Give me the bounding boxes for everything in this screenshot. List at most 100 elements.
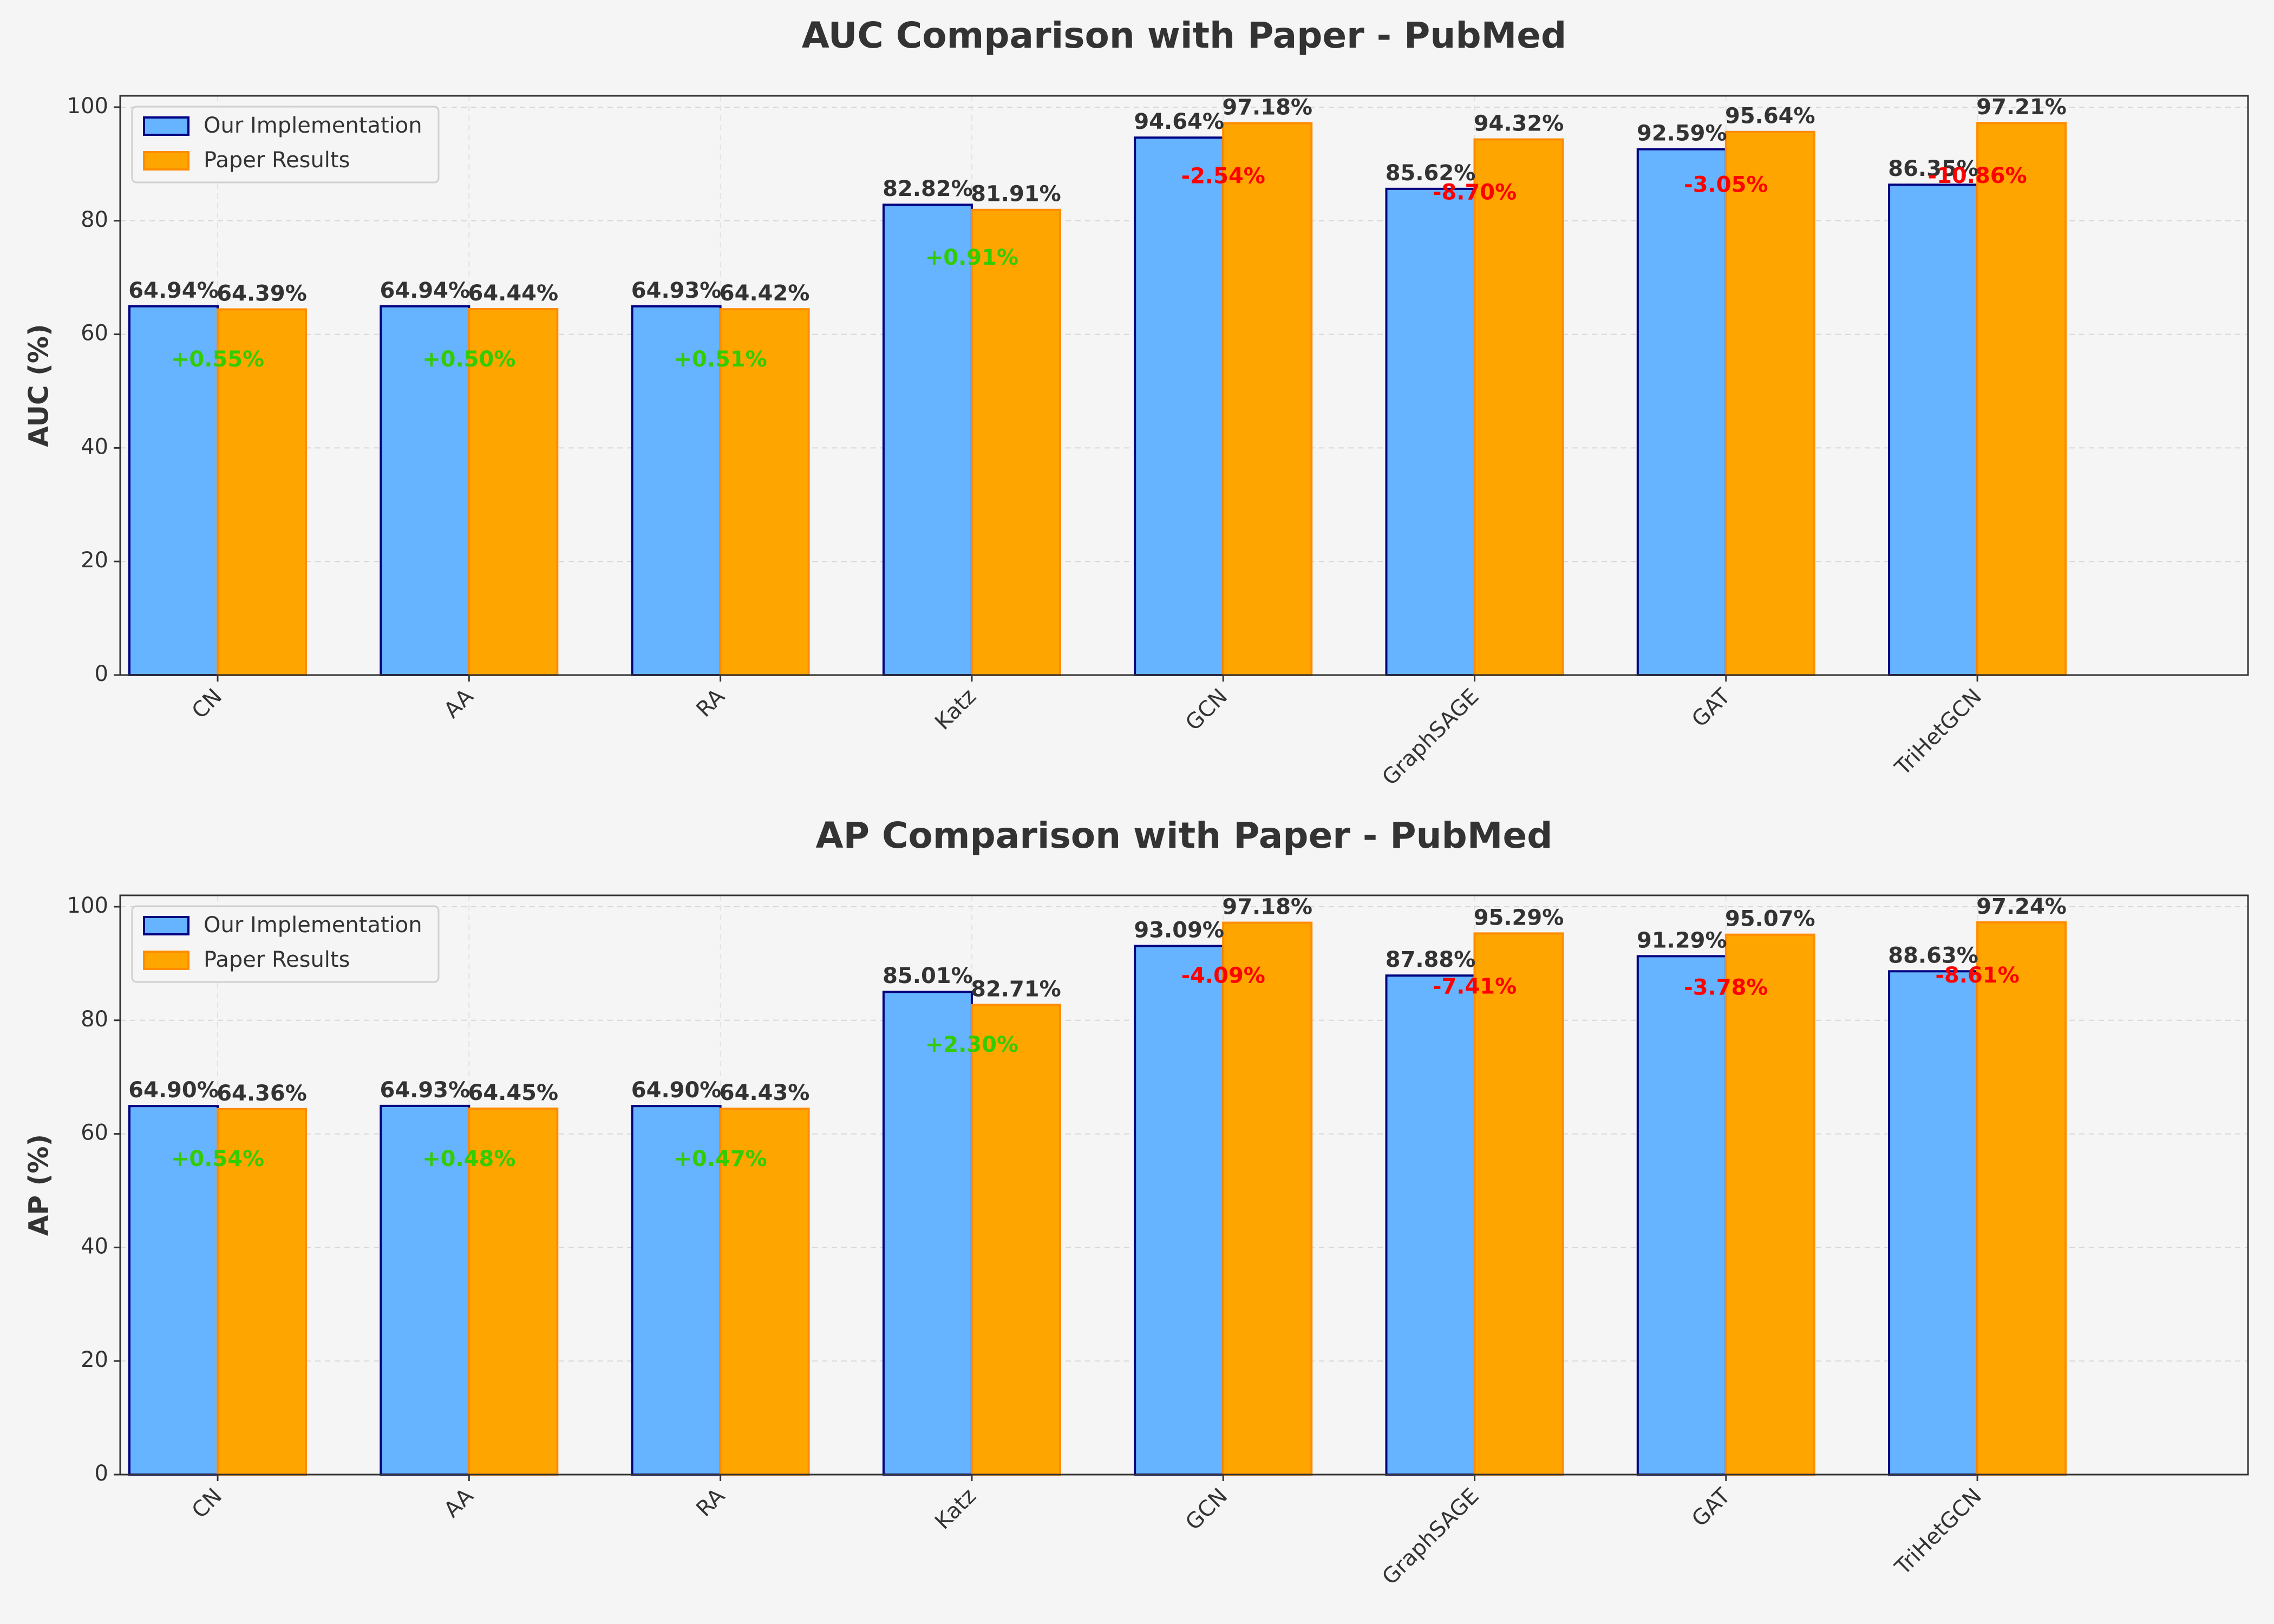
difference-label: +0.55% <box>171 347 264 372</box>
bar-our-implementation <box>1888 184 1979 676</box>
x-tick-label: RA <box>691 684 730 722</box>
bar-paper-results <box>1222 122 1313 676</box>
bar-our-implementation <box>1888 970 1979 1476</box>
difference-label: -8.70% <box>1433 180 1517 205</box>
y-tick-label: 20 <box>81 548 108 573</box>
axes-frame <box>119 894 2249 1476</box>
y-axis-label: AP (%) <box>23 1134 55 1236</box>
bar-paper-results <box>1473 138 1564 676</box>
bar-paper-results <box>1473 932 1564 1476</box>
x-tick-label: AA <box>439 684 478 723</box>
bar-our-implementation <box>882 991 973 1476</box>
legend-swatch-our-implementation <box>143 116 190 136</box>
x-tick-label: GraphSAGE <box>1377 684 1484 790</box>
data-label-our-implementation: 64.93% <box>631 278 722 303</box>
x-tick-label: GCN <box>1181 1484 1232 1535</box>
data-label-our-implementation: 87.88% <box>1386 947 1476 972</box>
bar-our-implementation <box>380 1104 471 1476</box>
y-tick-label: 20 <box>81 1347 108 1372</box>
data-label-our-implementation: 82.82% <box>883 176 973 201</box>
bar-paper-results <box>719 1108 810 1476</box>
data-label-paper-results: 97.18% <box>1222 95 1312 120</box>
data-label-paper-results: 97.18% <box>1222 895 1312 920</box>
data-label-our-implementation: 64.93% <box>380 1078 470 1103</box>
data-label-paper-results: 95.29% <box>1474 905 1564 930</box>
difference-label: -3.78% <box>1684 975 1768 1000</box>
legend-box <box>131 905 440 983</box>
x-tick-label: GAT <box>1687 1483 1735 1531</box>
data-label-paper-results: 82.71% <box>971 977 1061 1001</box>
bar-paper-results <box>1724 933 1815 1476</box>
difference-label: -2.54% <box>1181 164 1265 189</box>
bar-our-implementation <box>128 305 219 676</box>
bar-paper-results <box>1976 921 2067 1476</box>
difference-label: -4.09% <box>1181 964 1265 988</box>
legend-label-paper-results: Paper Results <box>204 947 350 972</box>
data-label-our-implementation: 94.64% <box>1134 109 1224 134</box>
y-axis-label: AUC (%) <box>23 324 55 447</box>
data-label-paper-results: 97.24% <box>1976 894 2067 919</box>
x-tick-label: CN <box>187 1484 227 1523</box>
x-tick-label: AA <box>439 1483 478 1522</box>
bar-our-implementation <box>882 204 973 676</box>
data-label-our-implementation: 88.63% <box>1888 943 1978 968</box>
difference-label: +0.50% <box>422 347 515 372</box>
data-label-paper-results: 64.39% <box>217 281 307 306</box>
legend-swatch-paper-results <box>143 151 190 171</box>
legend-swatch-our-implementation <box>143 916 190 935</box>
data-label-paper-results: 64.36% <box>217 1081 307 1106</box>
y-tick-label: 40 <box>81 1234 108 1259</box>
y-tick-label: 60 <box>81 1121 108 1145</box>
data-label-our-implementation: 86.35% <box>1888 156 1978 181</box>
data-label-our-implementation: 64.94% <box>380 278 470 303</box>
x-tick-label: Katz <box>930 684 981 735</box>
y-tick-label: 0 <box>95 1461 108 1486</box>
x-tick-label: Katz <box>930 1484 981 1535</box>
difference-label: -7.41% <box>1433 974 1517 999</box>
bar-paper-results <box>468 308 559 676</box>
bar-paper-results <box>1976 122 2067 676</box>
bar-paper-results <box>468 1107 559 1476</box>
data-label-our-implementation: 85.62% <box>1386 161 1476 186</box>
bar-our-implementation <box>1636 955 1727 1476</box>
y-tick-label: 80 <box>81 207 108 232</box>
bar-paper-results <box>217 308 307 676</box>
y-tick-label: 0 <box>95 662 108 686</box>
difference-label: -8.61% <box>1935 963 2019 988</box>
legend-swatch-paper-results <box>143 951 190 970</box>
data-label-paper-results: 81.91% <box>971 182 1061 207</box>
legend-label-our-implementation: Our Implementation <box>204 913 422 938</box>
bar-our-implementation <box>1385 974 1476 1476</box>
data-label-paper-results: 95.64% <box>1725 104 1815 129</box>
chart-title: AP Comparison with Paper - PubMed <box>816 815 1553 856</box>
legend-label-paper-results: Paper Results <box>204 148 350 173</box>
bar-our-implementation <box>1636 148 1727 676</box>
data-label-paper-results: 95.07% <box>1725 907 1815 932</box>
data-label-our-implementation: 64.90% <box>128 1078 219 1103</box>
data-label-paper-results: 94.32% <box>1474 112 1564 136</box>
bar-our-implementation <box>1385 187 1476 676</box>
data-label-paper-results: 64.42% <box>720 281 810 306</box>
x-tick-label: TriHetGCN <box>1890 1484 1987 1580</box>
y-tick-label: 40 <box>81 434 108 459</box>
data-label-our-implementation: 85.01% <box>883 964 973 988</box>
legend: Our Implementation Paper Results <box>131 106 440 184</box>
x-tick-label: GCN <box>1181 684 1232 736</box>
data-label-paper-results: 64.44% <box>468 281 558 306</box>
chart-panel-2: AP Comparison with Paper - PubMed 0 20 40 60… <box>23 815 2249 1590</box>
legend-box <box>131 106 440 184</box>
data-label-paper-results: 64.45% <box>468 1081 558 1105</box>
data-label-paper-results: 64.43% <box>720 1081 810 1105</box>
y-tick-label: 80 <box>81 1007 108 1032</box>
legend: Our Implementation Paper Results <box>131 905 440 983</box>
bar-paper-results <box>970 208 1061 676</box>
bar-paper-results <box>719 308 810 676</box>
difference-label: +0.54% <box>171 1147 264 1171</box>
bar-our-implementation <box>1134 136 1225 677</box>
data-label-our-implementation: 93.09% <box>1134 918 1224 942</box>
legend-label-our-implementation: Our Implementation <box>204 113 422 138</box>
data-label-our-implementation: 64.90% <box>631 1078 722 1103</box>
difference-label: +0.48% <box>422 1147 515 1171</box>
data-label-our-implementation: 64.94% <box>128 278 219 303</box>
